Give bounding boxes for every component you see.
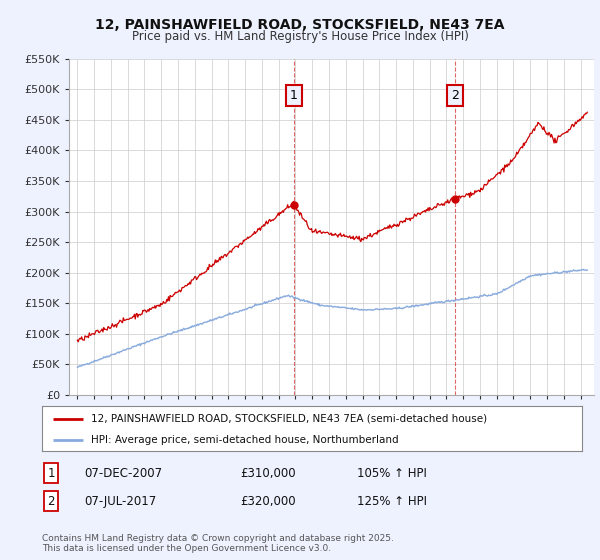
Text: 12, PAINSHAWFIELD ROAD, STOCKSFIELD, NE43 7EA (semi-detached house): 12, PAINSHAWFIELD ROAD, STOCKSFIELD, NE4… <box>91 413 487 423</box>
Text: 105% ↑ HPI: 105% ↑ HPI <box>357 466 427 480</box>
Text: 2: 2 <box>47 494 55 508</box>
Text: Contains HM Land Registry data © Crown copyright and database right 2025.
This d: Contains HM Land Registry data © Crown c… <box>42 534 394 553</box>
Text: £310,000: £310,000 <box>240 466 296 480</box>
Text: 07-JUL-2017: 07-JUL-2017 <box>84 494 156 508</box>
Text: 1: 1 <box>47 466 55 480</box>
Text: £320,000: £320,000 <box>240 494 296 508</box>
Text: 12, PAINSHAWFIELD ROAD, STOCKSFIELD, NE43 7EA: 12, PAINSHAWFIELD ROAD, STOCKSFIELD, NE4… <box>95 18 505 32</box>
Text: HPI: Average price, semi-detached house, Northumberland: HPI: Average price, semi-detached house,… <box>91 435 398 445</box>
Text: 2: 2 <box>451 89 459 102</box>
Text: 1: 1 <box>290 89 298 102</box>
Text: 125% ↑ HPI: 125% ↑ HPI <box>357 494 427 508</box>
Text: Price paid vs. HM Land Registry's House Price Index (HPI): Price paid vs. HM Land Registry's House … <box>131 30 469 43</box>
Text: 07-DEC-2007: 07-DEC-2007 <box>84 466 162 480</box>
